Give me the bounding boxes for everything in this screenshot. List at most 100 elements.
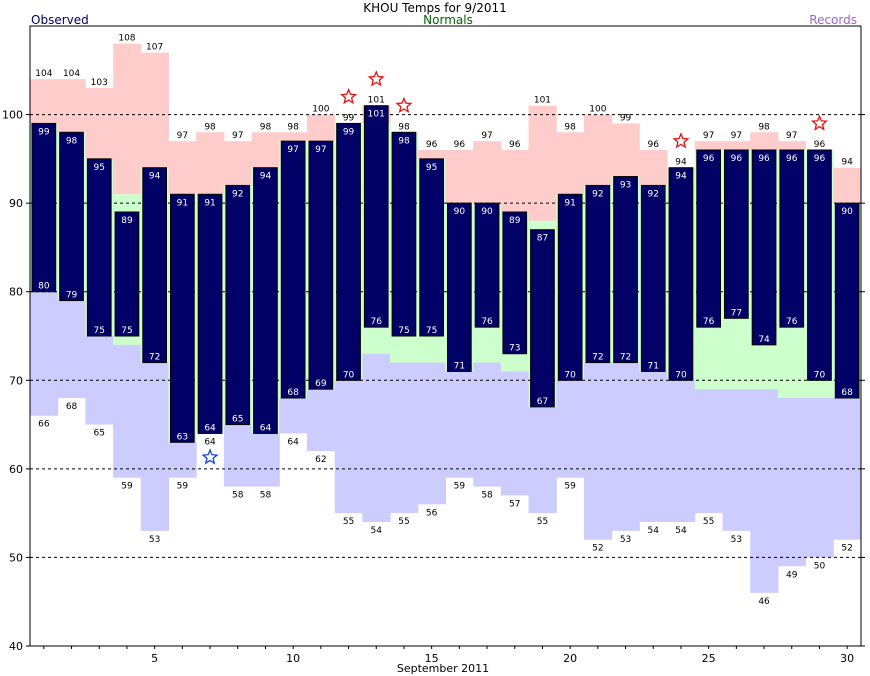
observed-high-label: 97 — [315, 145, 326, 155]
record-high-label: 103 — [91, 78, 108, 88]
record-low-label: 53 — [620, 535, 631, 545]
record-high-band — [57, 79, 86, 133]
record-high-star-center — [343, 91, 354, 102]
record-high-band — [113, 43, 142, 195]
observed-low-label: 69 — [315, 379, 327, 389]
record-high-band — [833, 167, 862, 204]
observed-high-label: 91 — [564, 198, 575, 208]
observed-high-label: 96 — [758, 154, 770, 164]
observed-low-label: 77 — [731, 308, 742, 318]
record-high-label: 96 — [454, 140, 466, 150]
record-high-band — [30, 79, 59, 124]
x-axis-label: September 2011 — [397, 662, 489, 675]
record-low-label: 62 — [315, 455, 326, 465]
record-high-band — [223, 141, 253, 186]
record-low-band — [223, 424, 253, 487]
observed-high-label: 89 — [121, 216, 133, 226]
record-high-band — [445, 150, 474, 204]
record-high-label: 108 — [118, 34, 135, 44]
observed-bar — [253, 167, 278, 434]
record-low-label: 50 — [814, 561, 826, 571]
record-low-band — [168, 442, 197, 478]
record-low-label: 66 — [38, 420, 50, 430]
record-high-label: 100 — [312, 105, 329, 115]
x-tick-label: 25 — [702, 652, 716, 665]
record-high-band — [168, 141, 197, 195]
observed-high-label: 90 — [841, 207, 853, 217]
record-low-band — [584, 362, 613, 540]
observed-low-label: 65 — [232, 415, 243, 425]
record-high-band — [307, 114, 336, 142]
record-low-band — [667, 380, 696, 522]
observed-bar — [59, 131, 84, 302]
record-low-label: 58 — [232, 491, 244, 501]
record-low-label: 59 — [121, 482, 133, 492]
observed-high-label: 95 — [426, 163, 437, 173]
record-low-label: 58 — [260, 491, 272, 501]
observed-low-label: 68 — [287, 388, 299, 398]
record-high-label: 101 — [534, 96, 551, 106]
observed-low-label: 80 — [38, 282, 50, 292]
observed-low-label: 76 — [786, 317, 798, 327]
observed-low-label: 64 — [204, 423, 216, 433]
record-low-label: 52 — [841, 544, 852, 554]
observed-high-label: 96 — [703, 154, 715, 164]
record-low-band — [140, 362, 169, 531]
record-high-band — [694, 141, 723, 150]
record-low-band — [113, 344, 142, 478]
record-low-label: 59 — [564, 482, 576, 492]
observed-bar — [142, 167, 168, 364]
observed-low-label: 63 — [177, 432, 188, 442]
observed-high-label: 98 — [398, 136, 410, 146]
record-high-star-center — [398, 100, 410, 111]
record-low-band — [694, 389, 723, 514]
record-low-band — [611, 362, 640, 531]
record-high-star-center — [371, 73, 382, 84]
record-high-band — [279, 132, 308, 142]
observed-high-label: 92 — [648, 189, 659, 199]
record-high-label: 100 — [589, 105, 606, 115]
observed-low-label: 75 — [121, 326, 132, 336]
observed-bar — [474, 202, 500, 328]
x-tick-label: 10 — [286, 652, 300, 665]
record-high-band — [722, 141, 751, 150]
observed-low-label: 75 — [398, 326, 409, 336]
observed-low-label: 72 — [620, 353, 631, 363]
record-high-label: 101 — [368, 96, 385, 106]
record-high-label: 96 — [648, 140, 660, 150]
observed-low-label: 64 — [260, 423, 272, 433]
observed-high-label: 91 — [204, 198, 215, 208]
observed-bar — [336, 122, 361, 381]
y-tick-label: 100 — [2, 109, 23, 122]
y-tick-label: 80 — [9, 286, 23, 299]
record-high-star-center — [675, 135, 687, 146]
record-low-label: 55 — [343, 517, 354, 527]
observed-bar — [391, 131, 417, 337]
observed-bar — [31, 122, 57, 293]
observed-high-label: 90 — [481, 207, 493, 217]
record-low-band — [777, 398, 807, 567]
record-low-label: 64 — [287, 437, 299, 447]
observed-high-label: 87 — [537, 234, 548, 244]
record-high-label: 97 — [232, 131, 243, 141]
x-tick-label: 20 — [563, 652, 577, 665]
observed-high-label: 92 — [232, 189, 243, 199]
observed-high-label: 90 — [454, 207, 466, 217]
x-tick-label: 5 — [151, 652, 158, 665]
record-high-label: 104 — [35, 69, 52, 79]
record-low-band — [251, 433, 280, 487]
record-high-band — [251, 132, 280, 168]
observed-bar — [363, 105, 389, 328]
record-high-label: 96 — [814, 140, 826, 150]
observed-bar — [225, 184, 251, 426]
observed-low-label: 75 — [426, 326, 437, 336]
record-low-label: 68 — [66, 402, 78, 412]
observed-low-label: 75 — [94, 326, 105, 336]
observed-low-label: 67 — [537, 397, 548, 407]
record-low-band — [279, 398, 308, 434]
observed-high-label: 92 — [592, 189, 603, 199]
observed-low-label: 70 — [343, 370, 355, 380]
record-low-band — [307, 389, 336, 452]
record-high-label: 97 — [731, 131, 742, 141]
